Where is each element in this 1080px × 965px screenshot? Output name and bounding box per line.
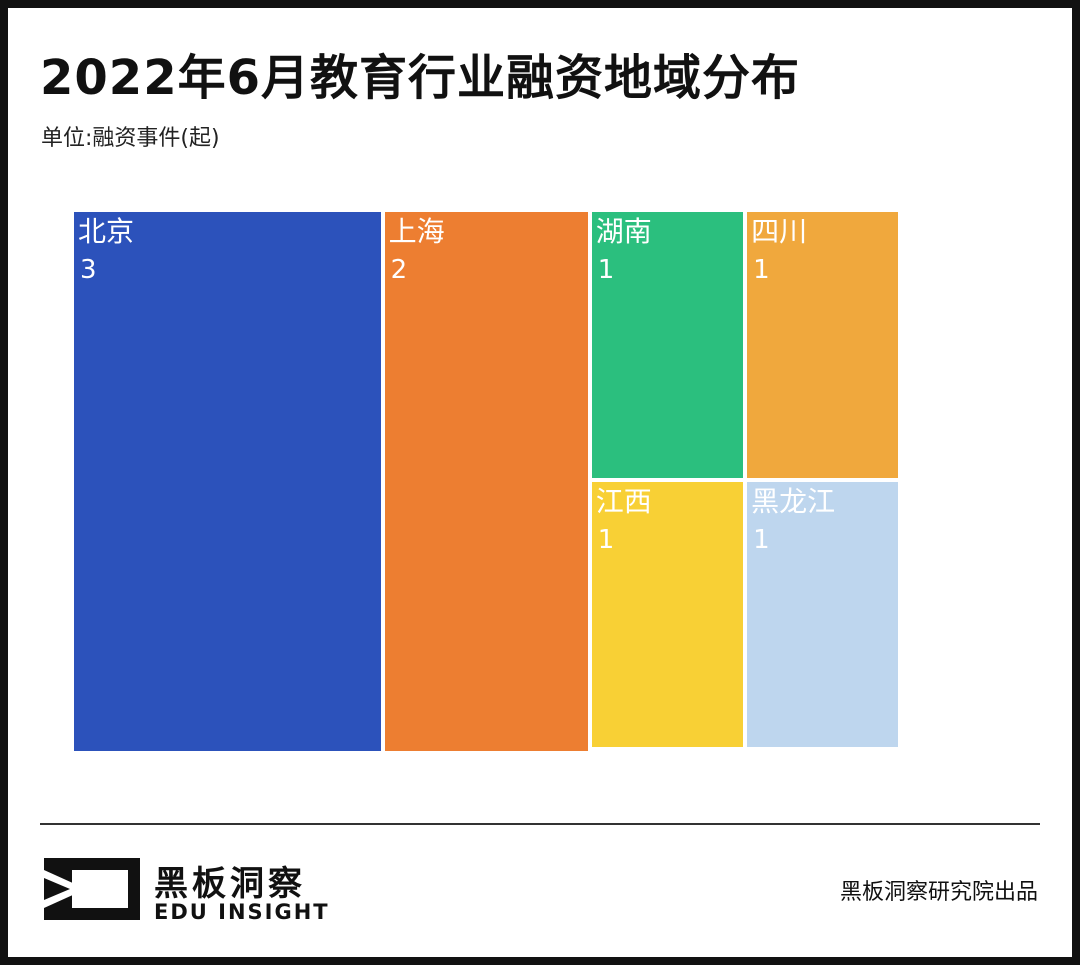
tile-label: 江西 bbox=[595, 484, 652, 518]
treemap-tile: 四川 1 bbox=[747, 212, 899, 478]
chart-title: 2022年6月教育行业融资地域分布 bbox=[40, 50, 800, 106]
tile-label: 黑龙江 bbox=[751, 484, 836, 518]
treemap-tile: 湖南 1 bbox=[591, 212, 744, 478]
tile-value: 1 bbox=[597, 524, 615, 555]
tile-value: 1 bbox=[753, 524, 770, 555]
brand-name-en: EDU INSIGHT bbox=[154, 900, 330, 924]
edu-insight-logo-icon bbox=[44, 858, 140, 920]
tile-label: 四川 bbox=[751, 215, 808, 248]
tile-value: 2 bbox=[390, 255, 408, 285]
producer-credit: 黑板洞察研究院出品 bbox=[839, 880, 1038, 905]
tile-label: 北京 bbox=[78, 215, 135, 248]
brand-name-cn: 黑板洞察 bbox=[154, 864, 306, 904]
tile-value: 1 bbox=[597, 255, 615, 285]
tile-label: 上海 bbox=[388, 215, 445, 248]
tile-label: 湖南 bbox=[595, 215, 652, 248]
treemap-chart: 北京 3 上海 2 湖南 1 四川 1 江西 1 黑龙江 1 bbox=[8, 8, 1072, 957]
poster-card: 2022年6月教育行业融资地域分布 单位:融资事件(起) 北京 3 上海 2 湖南 1 四川… bbox=[8, 8, 1072, 957]
tile-value: 3 bbox=[80, 255, 97, 285]
treemap-tile: 北京 3 bbox=[74, 212, 381, 751]
treemap-tile: 黑龙江 1 bbox=[747, 481, 899, 747]
treemap-tile: 上海 2 bbox=[384, 212, 588, 751]
footer-divider bbox=[40, 823, 1040, 825]
treemap-tile: 江西 1 bbox=[591, 481, 744, 747]
tile-value: 1 bbox=[753, 255, 770, 285]
unit-label: 单位:融资事件(起) bbox=[41, 126, 220, 151]
